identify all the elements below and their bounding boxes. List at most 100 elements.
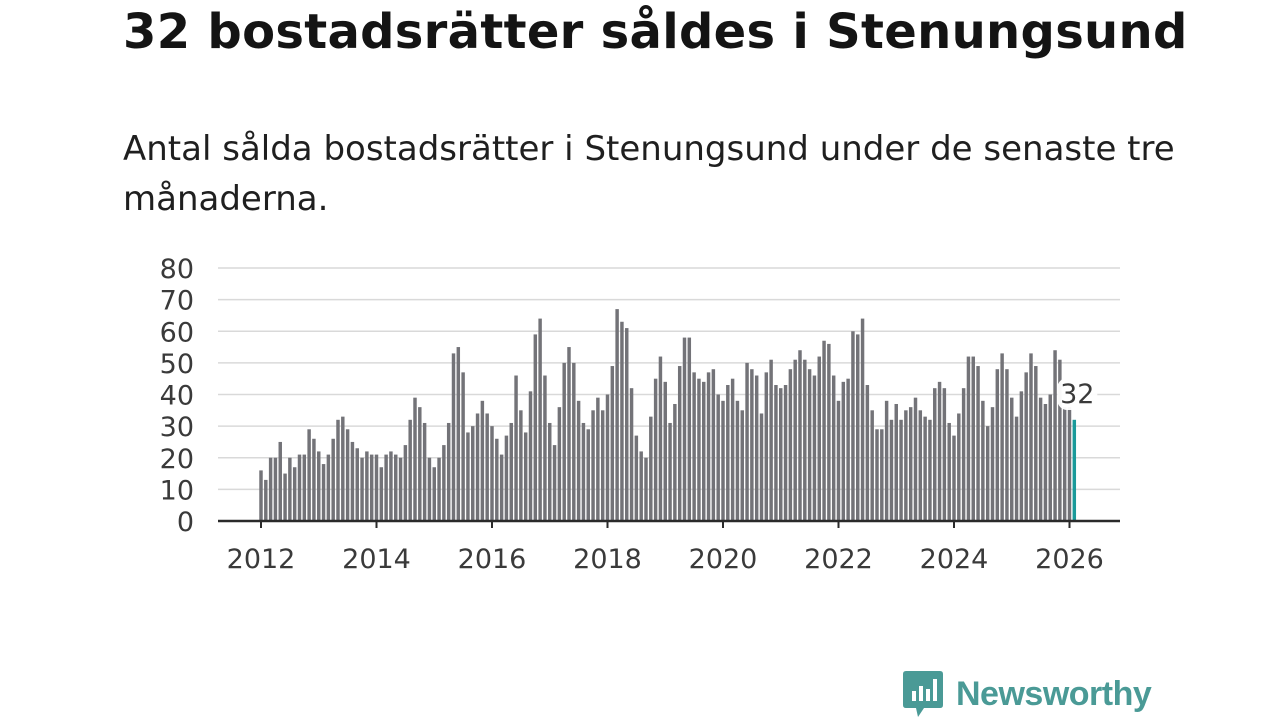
bar	[403, 445, 408, 521]
y-tick-label: 60	[160, 317, 194, 348]
bar	[360, 457, 364, 521]
bar	[292, 467, 297, 521]
bar	[807, 369, 812, 521]
y-tick-label: 70	[160, 286, 194, 317]
bar	[355, 448, 359, 521]
y-tick-label: 30	[160, 412, 194, 443]
bar	[865, 385, 870, 521]
bar	[466, 432, 470, 521]
bar	[1062, 407, 1067, 521]
bar	[307, 429, 311, 521]
bar	[851, 331, 855, 521]
bar	[408, 419, 412, 521]
bar	[783, 385, 788, 521]
bar	[928, 419, 932, 521]
bar	[841, 381, 846, 521]
bar	[398, 457, 403, 521]
bar	[759, 413, 764, 521]
bar	[889, 419, 894, 521]
bar	[668, 422, 672, 521]
bar	[822, 340, 826, 521]
y-tick-label: 40	[160, 381, 194, 412]
bar	[312, 438, 316, 521]
bar	[1019, 391, 1024, 521]
bar	[880, 429, 884, 521]
bar	[875, 429, 879, 521]
bar	[384, 454, 388, 521]
bar	[557, 407, 562, 521]
bar	[490, 426, 494, 522]
bar	[957, 413, 961, 521]
bar	[268, 457, 273, 521]
bar	[966, 356, 971, 521]
bar	[504, 435, 509, 521]
bar	[870, 410, 874, 521]
bar	[629, 388, 634, 521]
x-tick-label: 2016	[458, 544, 527, 575]
bar	[1000, 353, 1004, 521]
bar	[1043, 403, 1048, 521]
bar	[350, 441, 355, 521]
bar	[562, 362, 566, 522]
bar	[552, 445, 557, 521]
bar	[446, 422, 451, 521]
newsworthy-logo: Newsworthy	[902, 668, 1152, 720]
bar	[1014, 416, 1019, 521]
bar	[596, 397, 600, 521]
bar	[735, 400, 740, 521]
bar	[418, 407, 422, 521]
bar	[495, 438, 499, 521]
bar	[942, 388, 947, 521]
x-tick-label: 2020	[689, 544, 758, 575]
bar	[600, 410, 605, 521]
bar	[432, 467, 436, 521]
bar	[543, 375, 547, 521]
bar	[976, 366, 980, 521]
bar	[528, 391, 533, 521]
bar	[639, 451, 643, 521]
bars	[259, 309, 1077, 522]
bar	[442, 445, 446, 521]
bar	[413, 397, 417, 521]
bar	[345, 429, 350, 521]
bar	[894, 403, 898, 521]
bar	[682, 337, 687, 521]
x-tick-label: 2024	[920, 544, 989, 575]
bar	[586, 429, 590, 521]
bar	[389, 451, 393, 521]
bar	[499, 454, 504, 521]
bar	[283, 473, 287, 521]
bar	[961, 388, 966, 521]
bar	[1053, 350, 1057, 521]
bar	[827, 343, 831, 521]
bar	[427, 457, 432, 521]
bar	[581, 422, 586, 521]
bar	[1010, 397, 1014, 521]
bar	[1067, 407, 1072, 521]
bar	[365, 451, 369, 521]
bar	[514, 375, 518, 521]
bar	[788, 369, 793, 521]
bar	[779, 388, 783, 521]
bar	[836, 400, 841, 521]
bar	[288, 457, 292, 521]
newsworthy-logo-icon	[903, 671, 943, 717]
bar	[264, 479, 268, 521]
bar	[764, 372, 769, 521]
bar	[769, 359, 773, 521]
bar	[913, 397, 918, 521]
bar	[740, 410, 744, 521]
bar	[692, 372, 696, 521]
bar	[591, 410, 595, 521]
bar	[461, 372, 465, 521]
bar	[644, 457, 648, 521]
bar	[985, 426, 990, 522]
bar	[1048, 394, 1052, 521]
bar	[884, 400, 889, 521]
bar	[1058, 359, 1062, 521]
bar	[706, 372, 711, 521]
bar	[899, 419, 903, 521]
bar	[1024, 372, 1028, 521]
bar	[918, 410, 923, 521]
